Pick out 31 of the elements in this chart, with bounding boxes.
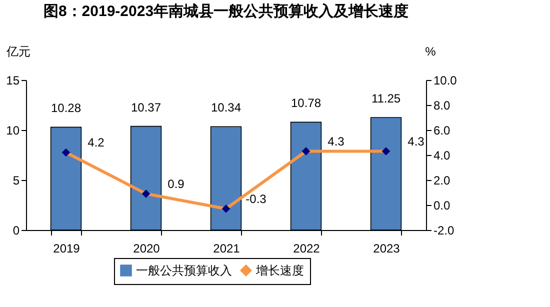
y2-tick-label: 4.0 bbox=[434, 148, 451, 162]
y-tick-label: 10 bbox=[6, 124, 20, 138]
data-label: 4.3 bbox=[408, 134, 425, 148]
x-tick-label: 2019 bbox=[53, 242, 80, 256]
y2-tick-label: 0.0 bbox=[434, 198, 451, 212]
y2-tick-label: 10.0 bbox=[434, 74, 458, 88]
x-tick-label: 2023 bbox=[373, 242, 400, 256]
data-label: -0.3 bbox=[246, 192, 267, 206]
data-label: 10.78 bbox=[290, 96, 322, 110]
data-label: 4.3 bbox=[328, 134, 345, 148]
x-tick-label: 2021 bbox=[213, 242, 240, 256]
data-label: 11.25 bbox=[371, 92, 401, 106]
data-label: 10.37 bbox=[130, 100, 162, 114]
data-label: 4.2 bbox=[88, 136, 105, 150]
x-tick-label: 2020 bbox=[133, 242, 160, 256]
y2-tick-label: -2.0 bbox=[434, 224, 455, 238]
x-tick-label: 2022 bbox=[293, 242, 320, 256]
y2-axis-title: % bbox=[425, 44, 436, 58]
legend-label: 一般公共预算收入 bbox=[136, 263, 232, 278]
y-axis-title: 亿元 bbox=[6, 44, 30, 58]
chart-title: 图8：2019-2023年南城县一般公共预算收入及增长速度 bbox=[43, 2, 409, 20]
data-label: 10.34 bbox=[210, 100, 242, 115]
y-tick-label: 0 bbox=[12, 224, 20, 238]
y2-tick-label: 2.0 bbox=[434, 174, 451, 188]
legend-label: 增长速度 bbox=[255, 263, 304, 278]
data-label: 10.28 bbox=[50, 101, 82, 116]
y2-tick-label: 8.0 bbox=[434, 98, 451, 112]
y-tick-label: 5 bbox=[12, 174, 20, 188]
data-label: 0.9 bbox=[168, 176, 185, 191]
y-tick-label: 15 bbox=[6, 74, 20, 88]
y2-tick-label: 6.0 bbox=[434, 124, 451, 138]
